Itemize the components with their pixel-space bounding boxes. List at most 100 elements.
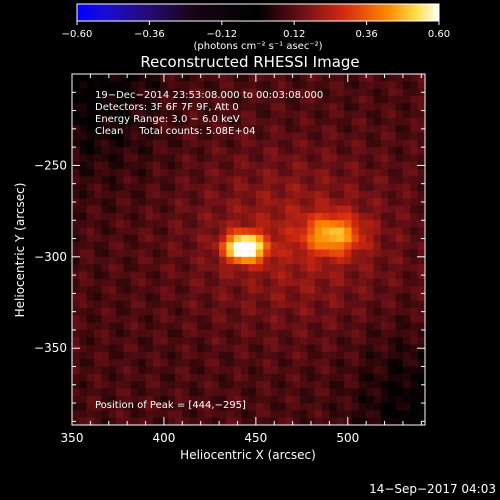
heatmap-cell (130, 256, 139, 265)
heatmap-cell (182, 81, 191, 90)
heatmap-cell (417, 103, 425, 112)
heatmap-cell (373, 74, 382, 82)
heatmap-cell (189, 117, 198, 126)
heatmap-cell (101, 410, 110, 419)
heatmap-cell (410, 147, 419, 156)
heatmap-cell (182, 388, 191, 397)
heatmap-cell (79, 315, 88, 324)
heatmap-cell (79, 286, 88, 294)
heatmap-cell (255, 308, 264, 316)
heatmap-cell (255, 410, 264, 419)
heatmap-cell (189, 337, 198, 346)
heatmap-cell (366, 359, 375, 368)
heatmap-cell (197, 329, 205, 338)
heatmap-cell (292, 329, 301, 338)
heatmap-cell (138, 220, 147, 229)
heatmap-cell (197, 278, 205, 287)
heatmap-cell (248, 344, 257, 353)
heatmap-cell (248, 351, 257, 360)
heatmap-cell (292, 234, 301, 243)
heatmap-cell (307, 88, 316, 97)
heatmap-cell (182, 315, 191, 324)
heatmap-cell (285, 234, 294, 243)
heatmap-cell (417, 183, 425, 192)
heatmap-cell (86, 176, 95, 185)
heatmap-cell (344, 315, 353, 324)
heatmap-cell (145, 191, 154, 199)
heatmap-cell (145, 271, 154, 280)
heatmap-cell (322, 308, 330, 316)
heatmap-cell (366, 293, 375, 302)
heatmap-cell (314, 125, 323, 134)
heatmap-cell (263, 147, 272, 156)
heatmap-cell (123, 220, 132, 229)
heatmap-cell (116, 74, 125, 82)
heatmap-cell (322, 329, 330, 338)
heatmap-cell (373, 373, 382, 382)
heatmap-cell (219, 300, 228, 309)
heatmap-cell (255, 176, 264, 185)
heatmap-cell (182, 373, 191, 382)
heatmap-cell (373, 417, 382, 425)
heatmap-cell (86, 110, 95, 119)
heatmap-cell (270, 271, 279, 280)
heatmap-cell (233, 103, 242, 112)
heatmap-cell (241, 81, 250, 90)
heatmap-cell (219, 286, 228, 294)
heatmap-cell (410, 117, 419, 126)
heatmap-cell (322, 183, 330, 192)
heatmap-cell (299, 388, 308, 397)
heatmap-cell (123, 249, 132, 258)
heatmap-cell (417, 293, 425, 302)
heatmap-cell (388, 220, 397, 229)
heatmap-cell (263, 300, 272, 309)
heatmap-cell (123, 395, 132, 404)
heatmap-cell (336, 110, 345, 119)
heatmap-cell (167, 286, 176, 294)
heatmap-cell (263, 95, 272, 104)
heatmap-cell (263, 117, 272, 126)
heatmap-cell (410, 139, 419, 148)
heatmap-cell (233, 403, 242, 411)
heatmap-cell (285, 403, 294, 411)
heatmap-cell (167, 366, 176, 375)
heatmap-cell (314, 366, 323, 375)
heatmap-cell (285, 176, 294, 185)
heatmap-cell (380, 359, 389, 368)
heatmap-cell (329, 410, 338, 419)
heatmap-cell (255, 81, 264, 90)
heatmap-cell (174, 264, 183, 273)
heatmap-cell (395, 88, 404, 97)
heatmap-cell (336, 176, 345, 185)
heatmap-cell (307, 139, 316, 148)
heatmap-cell (226, 410, 235, 419)
heatmap-cell (380, 337, 389, 346)
heatmap-cell (233, 88, 242, 97)
heatmap-cell (402, 395, 411, 404)
heatmap-cell (255, 293, 264, 302)
heatmap-cell (233, 227, 242, 236)
heatmap-cell (329, 183, 338, 192)
heatmap-cell (174, 147, 183, 156)
heatmap-cell (336, 322, 345, 331)
heatmap-cell (123, 373, 132, 382)
observation-info: 19−Dec−2014 23:53:08.000 to 00:03:08.000… (95, 90, 323, 137)
heatmap-cell (336, 337, 345, 346)
heatmap-cell (130, 88, 139, 97)
heatmap-cell (366, 154, 375, 163)
heatmap-cell (211, 227, 220, 236)
heatmap-cell (322, 198, 330, 207)
heatmap-cell (263, 234, 272, 243)
heatmap-cell (277, 278, 286, 287)
heatmap-cell (263, 88, 272, 97)
heatmap-cell (292, 117, 301, 126)
heatmap-cell (417, 256, 425, 265)
heatmap-cell (189, 410, 198, 419)
heatmap-cell (314, 132, 323, 141)
heatmap-cell (241, 103, 250, 112)
heatmap-cell (402, 220, 411, 229)
heatmap-cell (233, 366, 242, 375)
heatmap-cell (410, 242, 419, 251)
heatmap-cell (123, 293, 132, 302)
heatmap-cell (358, 359, 367, 368)
